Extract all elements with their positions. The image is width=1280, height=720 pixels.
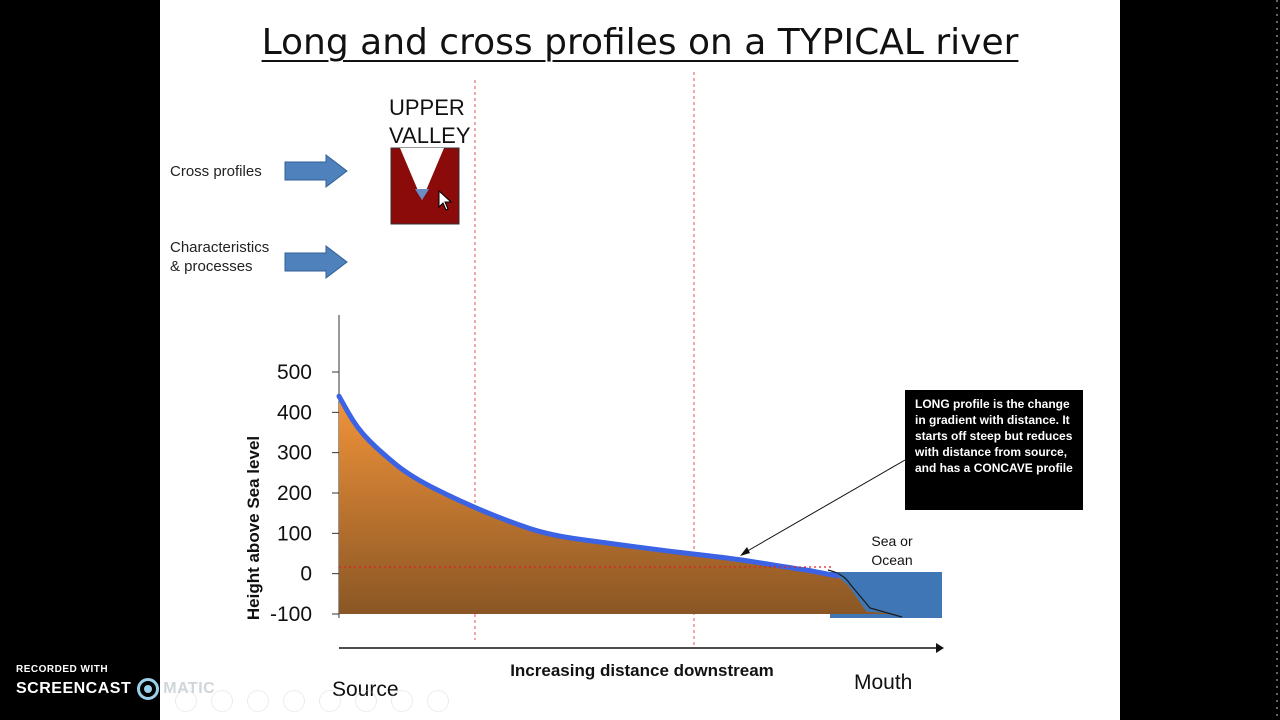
x-axis-arrow [339,643,944,653]
toolbar-icon-6[interactable] [355,690,377,712]
recorder-brand: SCREENCAST [16,680,132,697]
land-area [339,396,899,614]
toolbar-icon-4[interactable] [283,690,305,712]
characteristics-arrow [284,244,348,280]
source-label: Source [332,678,399,701]
recorder-watermark: RECORDED WITH SCREENCAST MATIC [16,664,215,700]
record-icon [137,678,160,700]
y-axis-label: Height above Sea level [244,436,263,620]
sea-label-line1: Sea or [871,533,913,549]
sea-bed-line [827,569,903,618]
cross-profiles-label: Cross profiles [170,163,262,180]
slide: Long and cross profiles on a TYPICAL riv… [160,0,1120,720]
recorder-brand-tail: MATIC [163,680,216,697]
sea-label-line2: Ocean [871,552,912,568]
callout-pointer [740,459,906,556]
recorder-toolbar [175,690,449,712]
y-tick-label: 400 [277,401,312,424]
toolbar-icon-5[interactable] [319,690,341,712]
profile-diagram: 500 400 300 200 100 0 -100 Height above Sea le… [244,72,944,701]
toolbar-icon-8[interactable] [427,690,449,712]
toolbar-icon-1[interactable] [175,690,197,712]
slide-title: Long and cross profiles on a TYPICAL riv… [261,22,1019,63]
long-profile-callout: LONG profile is the change in gradient w… [905,390,1083,510]
toolbar-icon-7[interactable] [391,690,413,712]
mouth-label: Mouth [854,671,912,694]
upper-valley-label: UPPER VALLEY [389,95,471,148]
y-tick-label: 300 [277,442,312,465]
mouse-cursor-icon [438,189,453,211]
right-margin [1120,0,1280,720]
y-tick-label: -100 [270,603,312,626]
recorder-small-text: RECORDED WITH [16,664,109,675]
y-axis-ticks: 500 400 300 200 100 0 -100 [270,361,339,626]
upper-valley-cross-profile [390,147,460,225]
characteristics-label: Characteristics & processes [170,239,270,275]
toolbar-icon-3[interactable] [247,690,269,712]
toolbar-icon-2[interactable] [211,690,233,712]
long-profile-line [336,393,839,579]
y-tick-label: 200 [277,482,312,505]
y-tick-label: 500 [277,361,312,384]
cross-profiles-arrow [284,153,348,189]
y-tick-label: 0 [300,563,312,586]
x-axis-label: Increasing distance downstream [510,661,774,680]
y-tick-label: 100 [277,522,312,545]
